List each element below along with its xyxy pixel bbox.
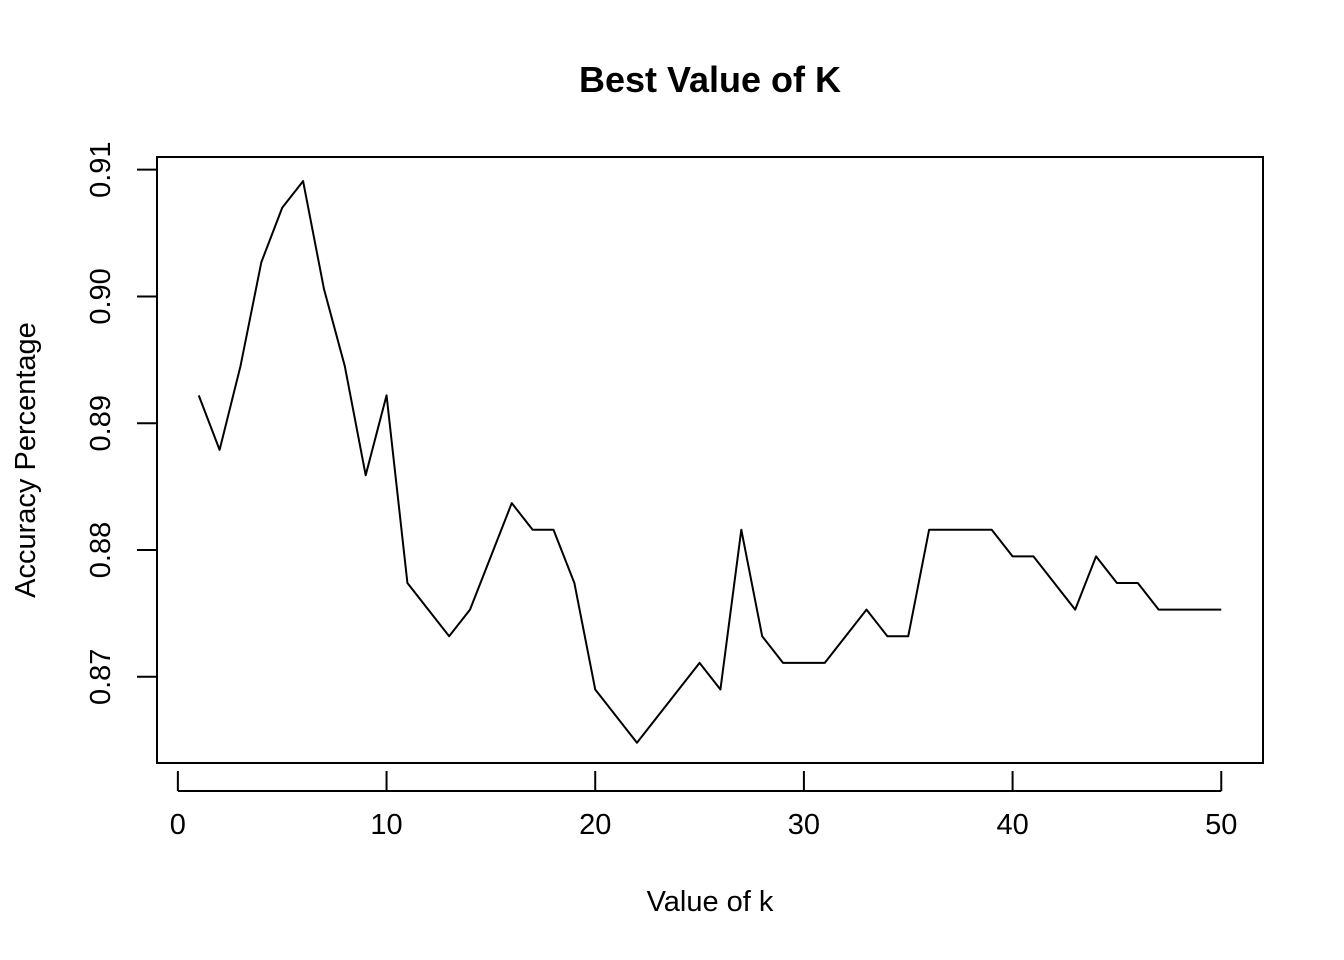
x-axis-label: Value of k [647,886,774,918]
y-tick-label: 0.90 [85,268,117,324]
x-tick-label: 20 [579,809,611,841]
y-axis-label: Accuracy Percentage [10,322,42,598]
x-tick-label: 0 [170,809,186,841]
y-tick-label: 0.88 [85,522,117,578]
y-axis: 0.87 0.88 0.89 0.90 0.91 [85,141,158,705]
y-tick-label: 0.87 [85,649,117,705]
x-tick-label: 30 [788,809,820,841]
x-tick-label: 50 [1205,809,1237,841]
chart-title: Best Value of K [579,59,841,100]
x-tick-label: 40 [996,809,1028,841]
series-line [197,180,1222,744]
x-axis: 0 10 20 30 40 50 [170,771,1237,841]
y-tick-label: 0.91 [85,141,117,197]
x-tick-label: 10 [370,809,402,841]
y-tick-label: 0.89 [85,395,117,451]
plot-frame [156,156,1264,764]
